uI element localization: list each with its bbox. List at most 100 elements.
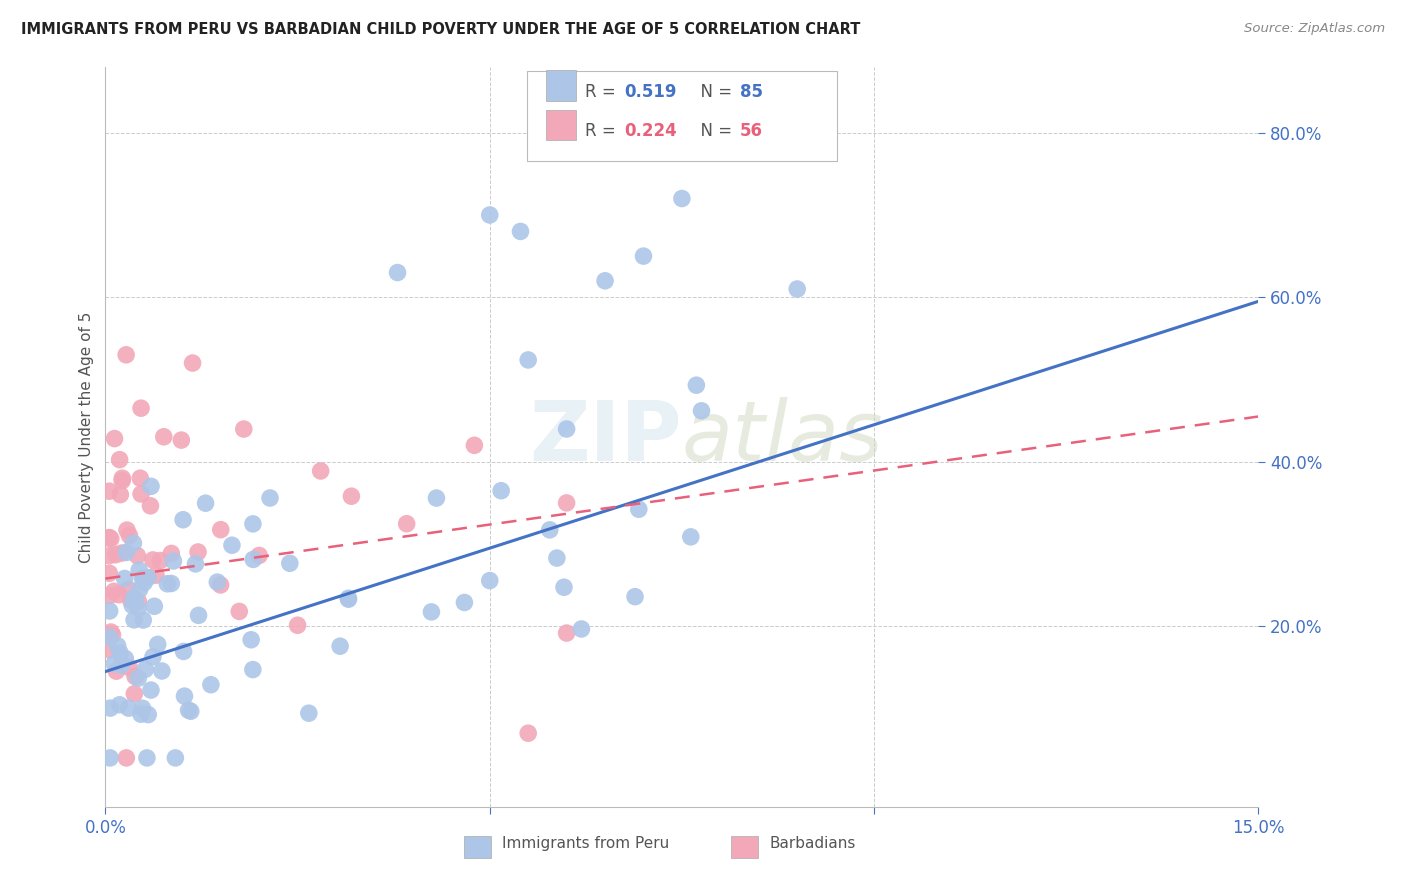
Point: [172, 513, 194, 527]
Point: [98, 531, 121, 545]
Point: [131, 701, 153, 715]
Point: [160, 576, 183, 591]
Point: [555, 422, 578, 436]
Point: [128, 582, 150, 597]
Point: [278, 556, 301, 570]
Text: 0.519: 0.519: [624, 83, 676, 101]
Point: [509, 224, 531, 238]
Point: [142, 553, 165, 567]
Point: [124, 669, 146, 683]
Point: [489, 483, 512, 498]
Point: [129, 471, 152, 485]
Point: [247, 549, 270, 563]
Point: [127, 601, 149, 615]
Point: [98, 604, 121, 618]
Point: [478, 208, 501, 222]
Point: [180, 704, 202, 718]
Point: [177, 703, 200, 717]
Point: [115, 751, 138, 765]
Point: [129, 487, 152, 501]
Point: [122, 613, 145, 627]
Point: [115, 523, 138, 537]
Point: [134, 662, 156, 676]
Point: [145, 568, 167, 582]
Point: [127, 594, 149, 608]
Point: [111, 471, 134, 485]
Point: [100, 625, 122, 640]
Point: [156, 576, 179, 591]
Point: [152, 430, 174, 444]
Point: [194, 496, 217, 510]
Point: [170, 433, 193, 447]
Point: [134, 575, 156, 590]
Point: [786, 282, 808, 296]
Point: [395, 516, 418, 531]
Text: IMMIGRANTS FROM PERU VS BARBADIAN CHILD POVERTY UNDER THE AGE OF 5 CORRELATION C: IMMIGRANTS FROM PERU VS BARBADIAN CHILD …: [21, 22, 860, 37]
Point: [685, 378, 707, 392]
Point: [187, 608, 209, 623]
Text: atlas: atlas: [682, 397, 883, 477]
Point: [287, 618, 309, 632]
Point: [98, 701, 121, 715]
Point: [118, 660, 141, 674]
Point: [517, 726, 540, 740]
Point: [679, 530, 702, 544]
Point: [101, 628, 124, 642]
Point: [242, 552, 264, 566]
Point: [173, 644, 195, 658]
Point: [517, 353, 540, 368]
Point: [132, 613, 155, 627]
Point: [165, 751, 187, 765]
Point: [117, 701, 139, 715]
Point: [136, 751, 159, 765]
Point: [143, 599, 166, 614]
Point: [146, 637, 169, 651]
Point: [627, 502, 650, 516]
Text: Source: ZipAtlas.com: Source: ZipAtlas.com: [1244, 22, 1385, 36]
Point: [127, 671, 149, 685]
Point: [107, 588, 129, 602]
Point: [232, 422, 254, 436]
Point: [131, 571, 153, 585]
Point: [209, 523, 232, 537]
Point: [337, 592, 360, 607]
Point: [120, 593, 142, 607]
Point: [671, 192, 693, 206]
Point: [105, 664, 128, 678]
Point: [103, 657, 125, 671]
Point: [149, 553, 172, 567]
Point: [555, 496, 578, 510]
Text: R =: R =: [585, 122, 621, 140]
Point: [228, 604, 250, 618]
Point: [139, 683, 162, 698]
Point: [242, 663, 264, 677]
Point: [122, 536, 145, 550]
Text: ZIP: ZIP: [530, 397, 682, 477]
Point: [121, 599, 143, 613]
Point: [555, 626, 578, 640]
Point: [98, 630, 121, 644]
Point: [124, 687, 146, 701]
Point: [136, 570, 159, 584]
Point: [98, 589, 121, 603]
Point: [103, 584, 125, 599]
Point: [108, 452, 131, 467]
Point: [129, 707, 152, 722]
Point: [98, 531, 121, 545]
Point: [98, 549, 121, 563]
Point: [129, 401, 152, 416]
Point: [553, 580, 575, 594]
Point: [127, 549, 149, 563]
Point: [546, 551, 568, 566]
Point: [115, 348, 138, 362]
Y-axis label: Child Poverty Under the Age of 5: Child Poverty Under the Age of 5: [79, 311, 94, 563]
Point: [298, 706, 321, 721]
Point: [142, 649, 165, 664]
Point: [187, 545, 209, 559]
Text: N =: N =: [690, 83, 738, 101]
Point: [139, 479, 162, 493]
Point: [98, 566, 121, 581]
Text: 0.224: 0.224: [624, 122, 678, 140]
Point: [128, 563, 150, 577]
Point: [111, 474, 134, 488]
